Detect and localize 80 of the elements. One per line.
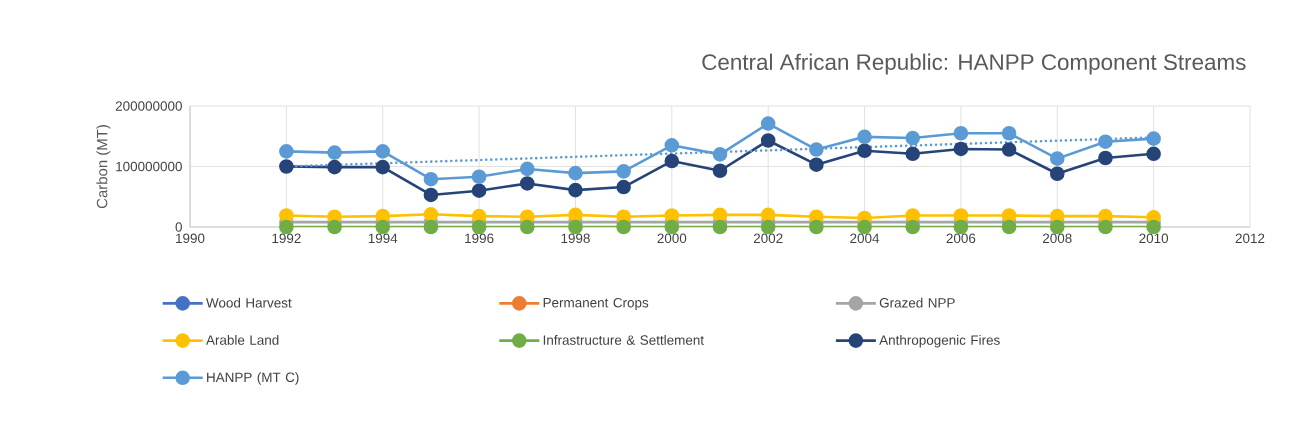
point	[712, 163, 728, 179]
x-tick-label: 2006	[946, 233, 976, 244]
point	[760, 133, 776, 148]
point	[568, 182, 583, 198]
x-tick-label: 1992	[272, 233, 301, 244]
point	[327, 159, 342, 175]
legend-label: Wood Harvest	[206, 297, 292, 308]
legend-label: Anthropogenic Fires	[879, 334, 1000, 348]
point	[1049, 151, 1065, 166]
y-tick-label: 200000000	[115, 101, 182, 111]
legend-label: Permanent Crops	[543, 297, 649, 311]
x-tick-label: 1990	[176, 233, 205, 244]
point	[519, 176, 535, 191]
legend-label: Arable Land	[206, 334, 279, 345]
point	[423, 219, 439, 235]
point	[279, 208, 294, 223]
point	[857, 143, 872, 159]
point	[809, 219, 824, 235]
point	[279, 159, 294, 174]
x-tick-label: 2004	[850, 233, 880, 244]
x-tick-label: 1996	[465, 233, 494, 244]
point	[712, 207, 728, 223]
point	[1001, 142, 1017, 157]
point	[1098, 134, 1113, 149]
point	[568, 165, 583, 181]
point	[905, 146, 921, 162]
point	[471, 183, 487, 198]
point	[423, 207, 439, 222]
point	[327, 145, 342, 160]
point	[809, 157, 824, 172]
legend-label: Grazed NPP	[879, 297, 955, 308]
point	[760, 116, 776, 131]
x-tick-label: 2002	[753, 233, 783, 244]
point	[1098, 150, 1113, 166]
point	[423, 171, 439, 187]
point	[1001, 208, 1017, 223]
point	[1098, 219, 1113, 235]
x-tick-label: 2010	[1139, 233, 1169, 244]
y-tick-label: 0	[175, 222, 182, 232]
point	[616, 219, 631, 235]
point	[857, 129, 872, 145]
point	[664, 208, 680, 223]
point	[953, 141, 969, 157]
point	[423, 187, 439, 203]
point	[616, 179, 631, 195]
x-tick-label: 2008	[1042, 233, 1072, 244]
y-axis-title: Carbon (MT)	[96, 125, 111, 209]
x-tick-label: 1998	[561, 233, 590, 244]
legend-label: Infrastructure & Settlement	[543, 334, 704, 345]
x-tick-label: 2000	[657, 233, 687, 244]
point	[279, 144, 294, 159]
point	[809, 142, 824, 157]
point	[1146, 146, 1161, 162]
point	[1049, 166, 1065, 182]
point	[712, 147, 728, 162]
point	[760, 207, 776, 223]
point	[471, 169, 487, 185]
point	[1001, 125, 1017, 141]
point	[519, 219, 535, 235]
point	[712, 219, 728, 235]
legend-label: HANPP (MT C)	[207, 372, 299, 385]
point	[375, 144, 391, 159]
point	[905, 219, 921, 235]
point	[568, 207, 583, 223]
x-tick-label: 2012	[1235, 233, 1265, 244]
point	[1146, 131, 1161, 146]
y-tick-label: 100000000	[116, 161, 182, 172]
point	[953, 125, 969, 141]
chart-title: Central African Republic: HANPP Component Streams	[702, 53, 1246, 75]
point	[953, 208, 969, 223]
point	[664, 153, 680, 169]
point	[519, 161, 535, 177]
point	[905, 130, 921, 146]
point	[1001, 219, 1017, 235]
point	[616, 164, 631, 179]
point	[375, 159, 391, 175]
point	[905, 208, 921, 223]
point	[664, 138, 680, 153]
x-tick-label: 1994	[368, 233, 398, 244]
point	[327, 219, 342, 235]
